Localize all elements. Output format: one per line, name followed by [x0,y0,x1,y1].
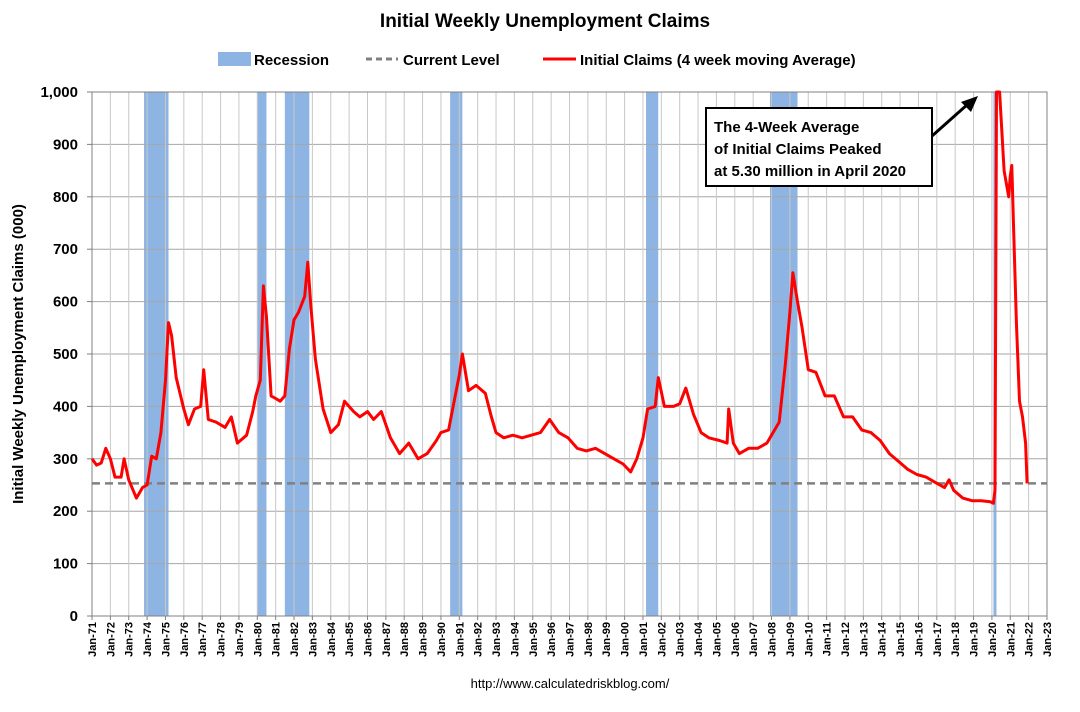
x-axis-ticks: Jan-71 Jan-72 Jan-73 Jan-74 Jan-75 Jan-76 Jan-… [87,616,1054,657]
x-tick-label: Jan-89 [418,622,430,657]
x-tick-label: Jan-01 [638,622,650,657]
x-tick-label: Jan-10 [803,622,815,657]
x-tick-label: Jan-98 [583,622,595,657]
x-tick-label: Jan-14 [877,621,889,657]
x-tick-label: Jan-82 [289,622,301,657]
x-tick-label: Jan-84 [326,621,338,657]
x-tick-label: Jan-91 [454,622,466,657]
x-tick-label: Jan-86 [362,622,374,657]
source-url: http://www.calculatedriskblog.com/ [471,676,670,691]
annotation-line: at 5.30 million in April 2020 [714,163,906,180]
x-tick-label: Jan-90 [436,622,448,657]
x-tick-label: Jan-83 [307,622,319,657]
x-tick-label: Jan-74 [142,621,154,657]
y-tick-label: 300 [53,451,78,468]
x-tick-label: Jan-07 [748,622,760,657]
x-tick-label: Jan-88 [399,622,411,657]
x-tick-label: Jan-99 [601,622,613,657]
x-tick-label: Jan-92 [473,622,485,657]
y-tick-label: 1,000 [40,84,78,101]
y-tick-label: 600 [53,294,78,311]
y-tick-label: 100 [53,556,78,573]
x-tick-label: Jan-23 [1042,622,1054,657]
x-tick-label: Jan-96 [546,622,558,657]
x-tick-label: Jan-81 [271,622,283,657]
x-tick-label: Jan-11 [822,622,834,656]
legend-current-level-label: Current Level [403,52,500,69]
peak-annotation: The 4-Week Average of Initial Claims Peak… [705,96,978,187]
x-tick-label: Jan-16 [913,622,925,657]
x-tick-label: Jan-03 [675,622,687,657]
x-tick-label: Jan-15 [895,622,907,657]
y-tick-label: 700 [53,241,78,258]
legend-recession-label: Recession [254,52,329,69]
claims-series-line [90,90,1029,505]
x-tick-label: Jan-72 [105,622,117,657]
legend: Recession Current Level Initial Claims (… [218,52,856,69]
x-tick-label: Jan-19 [969,622,981,657]
y-tick-label: 400 [53,398,78,415]
x-tick-label: Jan-85 [344,622,356,657]
annotation-box [705,107,933,187]
x-tick-label: Jan-77 [197,622,209,657]
x-tick-label: Jan-08 [767,622,779,657]
y-axis-label: Initial Weekly Unemployment Claims (000) [10,204,27,504]
x-tick-label: Jan-05 [711,622,723,657]
annotation-line: The 4-Week Average [714,119,859,136]
x-tick-label: Jan-94 [509,621,521,657]
x-tick-label: Jan-21 [1005,622,1017,657]
x-tick-label: Jan-87 [381,622,393,657]
x-tick-label: Jan-04 [693,621,705,657]
x-tick-label: Jan-75 [160,622,172,657]
y-axis-ticks: 0 100 200 300 400 500 600 700 800 900 1,000 [40,84,92,625]
x-tick-label: Jan-09 [785,622,797,657]
x-tick-label: Jan-97 [565,622,577,657]
x-tick-label: Jan-80 [252,622,264,657]
x-tick-label: Jan-20 [987,622,999,657]
annotation-line: of Initial Claims Peaked [714,141,882,158]
y-tick-label: 900 [53,136,78,153]
x-tick-label: Jan-95 [528,622,540,657]
y-tick-label: 500 [53,346,78,363]
x-tick-label: Jan-18 [950,622,962,657]
x-tick-label: Jan-73 [124,622,136,657]
annotation-arrow-shaft [931,102,969,138]
x-tick-label: Jan-12 [840,622,852,657]
x-tick-label: Jan-06 [730,622,742,657]
y-tick-label: 800 [53,189,78,206]
x-tick-label: Jan-17 [932,622,944,657]
x-tick-label: Jan-02 [656,622,668,657]
x-tick-label: Jan-78 [216,622,228,657]
x-tick-label: Jan-76 [179,622,191,657]
x-tick-label: Jan-13 [858,622,870,657]
legend-claims-label: Initial Claims (4 week moving Average) [580,52,856,69]
annotation-arrow-head [961,96,978,112]
chart-title: Initial Weekly Unemployment Claims [380,11,710,32]
annotation-text: The 4-Week Average of Initial Claims Peak… [714,119,906,180]
y-tick-label: 0 [70,608,78,625]
x-tick-label: Jan-71 [87,622,99,657]
x-tick-label: Jan-00 [620,622,632,657]
y-tick-label: 200 [53,503,78,520]
x-tick-label: Jan-22 [1024,622,1036,657]
x-tick-label: Jan-79 [234,622,246,657]
x-tick-label: Jan-93 [491,622,503,657]
legend-recession-swatch [218,52,251,66]
